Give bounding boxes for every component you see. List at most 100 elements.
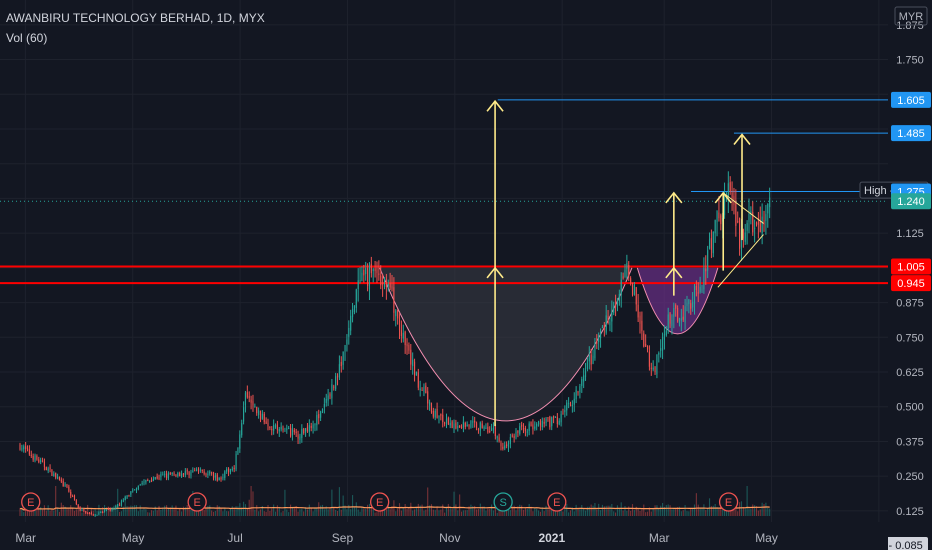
volume-bar	[703, 504, 705, 516]
volume-bar	[273, 504, 275, 516]
volume-bar	[742, 507, 744, 516]
volume-bar	[483, 506, 485, 516]
volume-bar	[154, 506, 156, 516]
volume-bar	[190, 505, 192, 516]
volume-bar	[652, 507, 654, 516]
candle-body	[425, 385, 427, 394]
time-tick-label: Sep	[332, 531, 354, 545]
candle-body	[32, 456, 34, 460]
volume-bar	[526, 508, 528, 516]
candle-body	[566, 402, 568, 411]
candle-body	[598, 335, 600, 343]
volume-bar	[716, 507, 718, 516]
volume-bar	[513, 505, 515, 516]
volume-bar	[692, 508, 694, 516]
volume-bar	[412, 510, 414, 516]
volume-bar	[150, 510, 153, 516]
candle-body	[560, 414, 562, 423]
candle-body	[434, 410, 436, 418]
time-tick-label: 2021	[538, 531, 565, 545]
volume-bar	[393, 500, 395, 516]
volume-bar	[314, 507, 316, 516]
candle-body	[459, 425, 461, 428]
candle-body	[716, 211, 718, 223]
volume-bar	[310, 507, 312, 516]
time-axis-background	[0, 524, 888, 550]
volume-bar	[321, 504, 324, 516]
volume-bar	[147, 512, 149, 516]
volume-bar	[389, 509, 391, 516]
candle-body	[342, 351, 344, 365]
volume-bar	[299, 509, 301, 516]
volume-bar	[286, 509, 288, 516]
candle-body	[229, 468, 231, 473]
volume-bar	[329, 507, 331, 516]
target-arrowhead	[714, 191, 732, 204]
volume-bar	[169, 507, 171, 516]
candle-body	[739, 218, 741, 249]
volume-bar	[378, 510, 380, 516]
candle-body	[243, 407, 245, 422]
candle-body	[224, 471, 226, 478]
candle-body	[620, 279, 622, 295]
volume-bar	[175, 505, 177, 516]
volume-bar	[119, 511, 121, 516]
volume-bar	[55, 486, 57, 516]
candle-body	[464, 422, 466, 427]
volume-bar	[303, 511, 305, 516]
volume-bar	[560, 505, 562, 516]
candle-body	[357, 280, 359, 290]
volume-bar	[357, 509, 359, 516]
event-marker-letter: E	[193, 497, 200, 509]
candle-body	[102, 512, 104, 514]
volume-bar	[397, 508, 399, 516]
candle-body	[429, 401, 431, 406]
candle-body	[631, 284, 634, 295]
candle-body	[197, 470, 200, 472]
candle-body	[596, 341, 598, 344]
volume-bar	[707, 507, 709, 516]
event-marker-letter: S	[499, 497, 506, 509]
candle-body	[227, 468, 230, 473]
candle-body	[607, 315, 609, 324]
candle-body	[274, 425, 277, 427]
symbol-title[interactable]: AWANBIRU TECHNOLOGY BERHAD, 1D, MYX	[6, 11, 265, 25]
candle-body	[77, 504, 79, 508]
candle-body	[239, 434, 241, 449]
volume-bar	[57, 508, 59, 516]
target-arrows	[486, 99, 751, 427]
volume-bar	[491, 504, 493, 516]
candle-body	[36, 456, 38, 460]
candle-body	[427, 391, 429, 404]
volume-bar	[637, 509, 639, 516]
candle-body	[130, 491, 132, 495]
volume-bar	[626, 510, 628, 516]
volume-bar	[577, 508, 579, 516]
candle-body	[723, 198, 726, 216]
candle-body	[391, 286, 393, 289]
volume-bar	[733, 506, 735, 516]
volume-bar	[49, 510, 51, 516]
candle-body	[656, 354, 658, 375]
candle-body	[30, 454, 32, 456]
candle-body	[583, 375, 585, 382]
candle-body	[263, 413, 265, 422]
volume-bar	[62, 505, 64, 516]
volume-bar	[293, 508, 295, 516]
time-axis[interactable]: Mar May Jul Sep Nov 2021 Mar May	[0, 524, 888, 550]
volume-bar	[132, 505, 134, 516]
volume-bar	[335, 509, 337, 516]
volume-bar	[624, 506, 626, 516]
candle-body	[109, 508, 111, 511]
earnings-event-marker	[187, 492, 207, 512]
candle-body	[654, 366, 656, 373]
handle-outline	[636, 267, 719, 335]
volume-bar	[263, 511, 265, 516]
candle-body	[329, 393, 331, 397]
candle-body	[348, 327, 350, 337]
candle-body	[509, 437, 511, 444]
candle-body	[103, 510, 106, 512]
price-axis[interactable]: 1.8751.7501.2801.1250.8750.7500.6250.500…	[859, 0, 932, 550]
volume-indicator-title[interactable]: Vol (60)	[6, 31, 48, 45]
